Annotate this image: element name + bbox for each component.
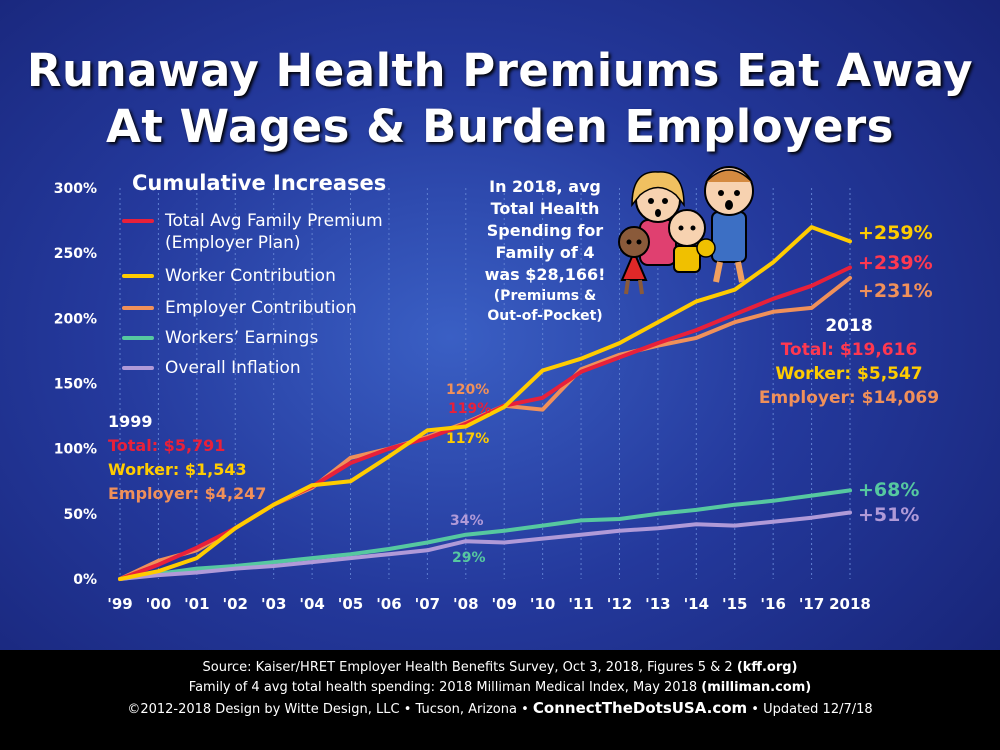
end-label-employer: +231% (858, 280, 933, 302)
legend-swatch-earnings (122, 336, 154, 340)
footer-text: Family of 4 avg total health spending: 2… (188, 680, 702, 695)
legend-label-inflation: Overall Inflation (165, 358, 301, 378)
x-tick-label: '06 (376, 595, 401, 613)
legend-swatch-inflation (122, 366, 154, 370)
family-cartoon-illustration (618, 166, 754, 295)
end-label-inflation: +51% (858, 504, 920, 526)
data-box-1999: 1999 Total: $5,791 Worker: $1,543 Employ… (108, 410, 266, 506)
x-tick-label: '16 (760, 595, 785, 613)
end-label-worker: +259% (858, 222, 933, 244)
legend-label-total-sub: (Employer Plan) (165, 233, 301, 253)
line-chart: 0% 50% 100% 150% 200% 250% 300% '99 '00 '01 '02 '0… (54, 166, 871, 613)
y-tick-label: 50% (63, 507, 97, 523)
y-tick-label: 300% (54, 181, 97, 197)
y-tick-label: 100% (54, 442, 97, 458)
x-tick-label: '09 (491, 595, 516, 613)
family-spending-callout: In 2018, avg Total Health Spending for F… (460, 176, 630, 326)
x-tick-label: '12 (607, 595, 632, 613)
title-line-2: At Wages & Burden Employers (106, 100, 894, 153)
series-line-3 (118, 488, 852, 581)
x-tick-label: '13 (645, 595, 670, 613)
footer-credit-line: ©2012-2018 Design by Witte Design, LLC •… (0, 698, 1000, 720)
footer-site-link[interactable]: ConnectTheDotsUSA.com (532, 699, 748, 717)
x-tick-label: '04 (299, 595, 324, 613)
box-year: 2018 (825, 316, 873, 336)
footer-source-line: Source: Kaiser/HRET Employer Health Bene… (0, 658, 1000, 678)
data-box-2018: 2018 Total: $19,616 Worker: $5,547 Emplo… (758, 314, 940, 410)
point-label-inflation-2008: 29% (452, 550, 486, 566)
y-tick-label: 200% (54, 311, 97, 327)
x-tick-label: '17 (799, 595, 824, 613)
x-tick-label: '01 (184, 595, 209, 613)
box-employer: Employer: $14,069 (758, 388, 940, 408)
box-total: Total: $5,791 (108, 436, 226, 455)
x-tick-label: '14 (684, 595, 709, 613)
footer-source-link[interactable]: (kff.org) (736, 660, 798, 675)
box-worker: Worker: $1,543 (108, 460, 247, 479)
callout-line: Family of 4 (495, 243, 595, 262)
footer-milliman-line: Family of 4 avg total health spending: 2… (0, 678, 1000, 698)
box-employer: Employer: $4,247 (108, 484, 267, 503)
legend-label-earnings: Workers’ Earnings (165, 328, 319, 348)
callout-line: Spending for (486, 221, 604, 240)
footer-text: • Updated 12/7/18 (747, 702, 873, 717)
series-lines (118, 225, 852, 581)
series-line-1 (118, 225, 852, 581)
x-tick-label: '15 (722, 595, 747, 613)
x-tick-label: '99 (107, 595, 132, 613)
box-total: Total: $19,616 (780, 340, 918, 360)
callout-line: (Premiums & (493, 288, 597, 304)
callout-line: In 2018, avg (489, 177, 601, 196)
y-tick-label: 250% (54, 246, 97, 262)
legend-item-total-premium: Total Avg Family Premium (Employer Plan) (122, 210, 462, 254)
x-tick-label: '07 (415, 595, 440, 613)
footer-text: ©2012-2018 Design by Witte Design, LLC •… (127, 702, 533, 717)
y-tick-label: 0% (73, 572, 97, 588)
x-tick-label: '02 (223, 595, 248, 613)
legend-title: Cumulative Increases (132, 171, 387, 195)
callout-line: Total Health (490, 199, 600, 218)
x-axis-ticks: '99 '00 '01 '02 '03 '04 '05 '06 '07 '08 '09 '10 '11 '… (107, 595, 871, 613)
end-label-earnings: +68% (858, 479, 920, 501)
point-label-total-2008: 119% (448, 401, 492, 417)
legend-label-total: Total Avg Family Premium (165, 211, 383, 231)
x-tick-label: '10 (530, 595, 555, 613)
x-tick-label: '08 (453, 595, 478, 613)
footer-milliman-link[interactable]: (milliman.com) (701, 680, 812, 695)
x-tick-label: '05 (338, 595, 363, 613)
x-tick-label: '11 (568, 595, 593, 613)
callout-line: Out-of-Pocket) (487, 308, 603, 324)
legend-label-employer: Employer Contribution (165, 298, 357, 318)
series-line-4 (118, 510, 852, 581)
gridlines (119, 188, 851, 579)
end-label-total: +239% (858, 252, 933, 274)
point-label-worker-2008: 117% (446, 431, 490, 447)
x-tick-label: 2018 (829, 595, 871, 613)
point-label-employer-2008: 120% (446, 382, 490, 398)
legend-label-worker: Worker Contribution (165, 266, 336, 286)
legend-swatch-employer (122, 306, 154, 310)
callout-line: was $28,166! (484, 265, 606, 284)
box-year: 1999 (108, 412, 153, 431)
point-label-earnings-2008: 34% (450, 513, 484, 529)
legend-swatch-worker (122, 274, 154, 278)
legend-swatch-total (122, 219, 154, 223)
x-tick-label: '03 (261, 595, 286, 613)
title-line-1: Runaway Health Premiums Eat Away (26, 44, 974, 97)
footer-text: Source: Kaiser/HRET Employer Health Bene… (202, 660, 737, 675)
y-axis-ticks: 0% 50% 100% 150% 200% 250% 300% (54, 181, 97, 588)
footer: Source: Kaiser/HRET Employer Health Bene… (0, 650, 1000, 750)
y-tick-label: 150% (54, 377, 97, 393)
box-worker: Worker: $5,547 (775, 364, 923, 384)
x-tick-label: '00 (146, 595, 171, 613)
